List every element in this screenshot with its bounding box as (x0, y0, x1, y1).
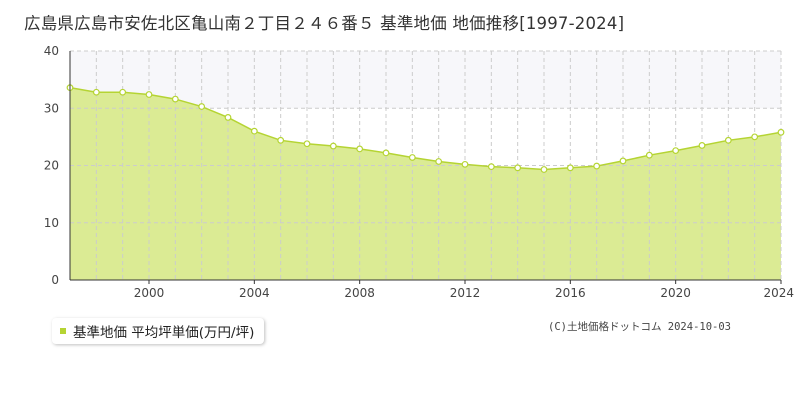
data-point (698, 142, 706, 149)
data-point (224, 114, 232, 121)
data-point (751, 133, 759, 141)
data-point (566, 164, 574, 172)
data-point (382, 149, 390, 157)
data-point (408, 154, 416, 161)
x-tick-label: 2024 (763, 286, 794, 300)
data-point (171, 95, 179, 103)
data-point (145, 91, 153, 98)
data-point (724, 136, 732, 144)
legend-swatch (60, 328, 66, 334)
series-area (70, 87, 781, 280)
data-point (777, 128, 785, 136)
data-point (672, 147, 680, 155)
data-point (356, 145, 364, 153)
data-point (461, 160, 469, 168)
x-tick-label: 2012 (450, 286, 481, 300)
data-point (92, 88, 100, 96)
copyright-text: (C)土地価格ドットコム 2024-10-03 (548, 321, 732, 333)
x-tick-label: 2004 (239, 286, 270, 300)
y-tick-label: 20 (44, 159, 59, 173)
y-tick-label: 30 (44, 101, 59, 115)
data-point (277, 136, 285, 144)
data-point (198, 103, 206, 110)
chart-title: 広島県広島市安佐北区亀山南２丁目２４６番５ 基準地価 地価推移[1997-202… (24, 14, 625, 33)
x-tick-label: 2016 (555, 286, 586, 300)
y-tick-label: 0 (51, 273, 59, 287)
data-point (514, 164, 522, 172)
x-tick-label: 2020 (660, 286, 691, 300)
data-point (645, 151, 653, 159)
data-point (435, 158, 443, 165)
data-point (329, 142, 337, 150)
y-tick-label: 40 (44, 44, 59, 58)
data-point (250, 127, 258, 135)
data-point (303, 140, 311, 148)
x-tick-label: 2000 (134, 286, 165, 300)
data-point (487, 163, 495, 171)
x-tick-label: 2008 (344, 286, 375, 300)
plot-band (70, 51, 781, 109)
series-line (69, 86, 782, 171)
data-point (593, 162, 601, 170)
y-tick-label: 10 (44, 216, 59, 230)
data-point (119, 88, 127, 96)
legend-label: 基準地価 平均坪単価(万円/坪) (73, 325, 255, 341)
legend[interactable]: 基準地価 平均坪単価(万円/坪) (52, 318, 265, 344)
data-point (619, 157, 627, 165)
data-point (540, 166, 548, 173)
